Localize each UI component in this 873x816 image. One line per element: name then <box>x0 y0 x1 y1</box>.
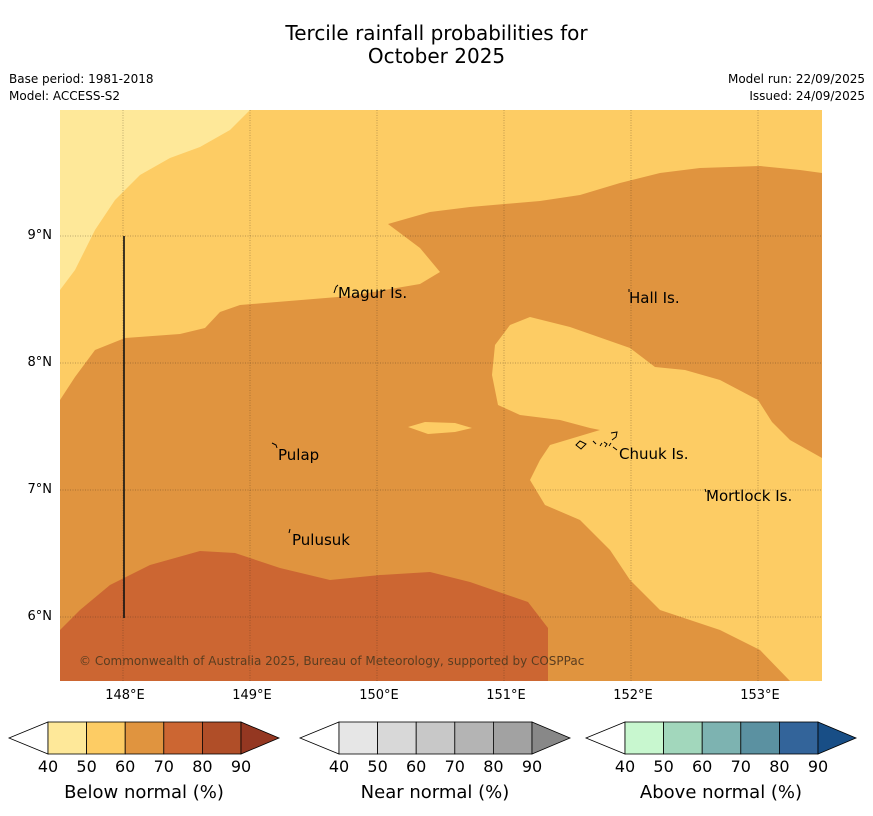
zone-below-50-60-chuuk <box>492 317 822 681</box>
model-name: Model: ACCESS-S2 <box>9 89 121 103</box>
place-magur: Magur Is. <box>338 284 408 302</box>
meta-right: Model run: 22/09/2025 Issued: 24/09/2025 <box>728 71 865 105</box>
colorbar-above-normal <box>584 721 858 755</box>
lon-label-148e: 148°E <box>105 688 145 703</box>
lon-label-149e: 149°E <box>232 688 272 703</box>
title-line-1: Tercile rainfall probabilities for <box>285 21 588 45</box>
colorbar-segment <box>663 721 703 755</box>
colorbar-min-extension <box>7 721 49 755</box>
colorbar-tick-label: 60 <box>406 757 427 776</box>
colorbar-segment <box>377 721 417 755</box>
issued-date: Issued: 24/09/2025 <box>749 89 865 103</box>
lon-label-153e: 153°E <box>740 688 780 703</box>
colorbar-segment <box>492 721 533 755</box>
colorbar-tick-label: 50 <box>76 757 97 776</box>
colorbar-title: Above normal (%) <box>639 782 803 803</box>
colorbar-max-extension <box>817 721 858 755</box>
place-pulusuk: Pulusuk <box>292 531 350 549</box>
colorbar-tick-label: 90 <box>807 757 829 776</box>
place-pulap: Pulap <box>278 446 320 464</box>
colorbar-tick-label: 50 <box>367 757 388 776</box>
colorbar-title: Below normal (%) <box>64 782 224 803</box>
lat-label-6n: 6°N <box>27 609 53 624</box>
zone-below-40-50 <box>60 110 250 290</box>
colorbar-segment <box>624 721 664 755</box>
colorbar-min-extension <box>584 721 626 755</box>
lon-label-152e: 152°E <box>613 688 653 703</box>
lat-label-7n: 7°N <box>27 482 53 497</box>
colorbar-tick-label: 80 <box>769 757 790 776</box>
colorbar-segment <box>454 721 494 755</box>
colorbar-tick-label: 70 <box>730 757 751 776</box>
chuuk-islands-outline <box>575 431 618 451</box>
colorbar-segment <box>338 721 378 755</box>
colorbar-tick-label: 60 <box>692 757 713 776</box>
place-hall: Hall Is. <box>629 289 680 307</box>
copyright-notice: © Commonwealth of Australia 2025, Bureau… <box>79 654 585 668</box>
pulusuk-island-outline <box>288 528 291 534</box>
colorbar-tick-label: 80 <box>192 757 213 776</box>
zone-below-70-80 <box>60 551 548 681</box>
magur-island-outline <box>333 284 339 294</box>
colorbar-below-normal <box>7 721 281 755</box>
mortlock-island-outline <box>704 488 707 493</box>
place-chuuk: Chuuk Is. <box>619 445 689 463</box>
colorbar-near-normal <box>298 721 572 755</box>
colorbar-tick-label: 80 <box>483 757 504 776</box>
map-title: Tercile rainfall probabilities for Octob… <box>0 22 873 68</box>
colorbar-min-extension <box>298 721 340 755</box>
lon-label-151e: 151°E <box>486 688 526 703</box>
graticule <box>60 110 822 681</box>
colorbar-segment <box>779 721 819 755</box>
meta-left: Base period: 1981-2018 Model: ACCESS-S2 <box>9 71 154 105</box>
colorbar-segment <box>47 721 87 755</box>
colorbar-max-extension <box>240 721 281 755</box>
colorbar-tick-label: 50 <box>653 757 674 776</box>
zone-below-50-60-blob <box>408 422 472 434</box>
base-period: Base period: 1981-2018 <box>9 72 154 86</box>
colorbar-tick-label: 70 <box>153 757 174 776</box>
colorbar-title: Near normal (%) <box>360 782 510 803</box>
colorbar-max-extension <box>531 721 572 755</box>
colorbar-tick-label: 90 <box>521 757 543 776</box>
lon-label-150e: 150°E <box>359 688 399 703</box>
colorbar-tick-label: 60 <box>115 757 136 776</box>
colorbar-tick-label: 40 <box>328 757 350 776</box>
colorbar-segment <box>415 721 456 755</box>
zone-below-50-60-north <box>60 110 822 400</box>
colorbar-segment <box>701 721 742 755</box>
colorbar-segment <box>163 721 203 755</box>
colorbar-segment <box>201 721 242 755</box>
model-run: Model run: 22/09/2025 <box>727 72 865 86</box>
pulap-island-outline <box>271 442 278 449</box>
colorbar-segment <box>740 721 780 755</box>
island-outlines <box>271 284 707 534</box>
colorbar-tick-label: 40 <box>37 757 59 776</box>
colorbar-tick-label: 70 <box>444 757 465 776</box>
colorbar-tick-label: 90 <box>230 757 252 776</box>
place-mortlock: Mortlock Is. <box>706 487 793 505</box>
lat-label-9n: 9°N <box>27 228 53 243</box>
title-line-2: October 2025 <box>367 44 506 68</box>
colorbar-segment <box>86 721 126 755</box>
colorbar-tick-label: 40 <box>614 757 636 776</box>
lat-label-8n: 8°N <box>27 355 53 370</box>
colorbar-segment <box>124 721 165 755</box>
